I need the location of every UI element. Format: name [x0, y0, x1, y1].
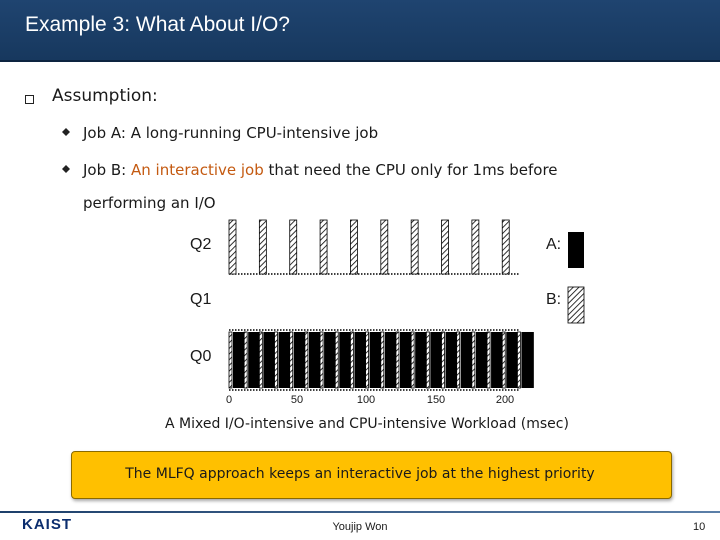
job-a-q0-slice: [491, 332, 504, 388]
job-b-q0-slice: [501, 331, 506, 389]
job-a-q0-slice: [339, 332, 352, 388]
job-b-q0-slice: [274, 331, 278, 389]
x-tick-100: 100: [356, 394, 376, 406]
job-b-q0-slice: [380, 331, 385, 389]
page-number: 10: [693, 521, 706, 533]
bullet-square-icon: [25, 95, 34, 104]
job-b-q0-slice: [334, 331, 339, 389]
job-b-name: Job B:: [83, 161, 127, 179]
slide-title: Example 3: What About I/O?: [25, 13, 290, 36]
job-a-q0-slice: [324, 332, 337, 388]
job-b-q0-slice: [258, 331, 263, 389]
job-a-name: Job A:: [83, 124, 126, 142]
job-a-q0-slice: [278, 332, 291, 388]
job-b-q2-slice: [501, 219, 510, 275]
assumption-heading: Assumption:: [52, 86, 158, 106]
legend-label-b: B:: [546, 291, 562, 308]
x-tick-50: 50: [290, 394, 304, 406]
job-a-line: Job A: A long-running CPU-intensive job: [83, 124, 378, 142]
queue-label-q0: Q0: [190, 348, 212, 365]
job-a-q0-slice: [248, 332, 261, 388]
job-b-q0-slice: [365, 331, 370, 389]
legend-swatch-b: [567, 286, 585, 324]
callout-box: [71, 451, 672, 499]
job-b-desc: that need the CPU only for 1ms before: [263, 161, 558, 179]
job-b-q2-slice: [441, 219, 449, 275]
queue-label-q1: Q1: [190, 291, 212, 308]
job-b-line: Job B: An interactive job that need the …: [83, 161, 558, 179]
job-b-q2-slice: [471, 219, 480, 275]
job-a-desc: A long-running CPU-intensive job: [125, 124, 379, 142]
footer-divider: [0, 511, 720, 513]
job-b-q2-slice: [350, 219, 358, 275]
job-b-q0-slice: [410, 331, 415, 389]
job-b-q0-slice: [456, 331, 461, 389]
job-b-q0-slice: [517, 331, 521, 389]
x-tick-0: 0: [225, 394, 233, 406]
job-a-q0-slice: [460, 332, 474, 388]
job-b-q2-slice: [258, 219, 267, 275]
job-b-q0-slice: [289, 331, 294, 389]
job-b-q0-slice: [425, 331, 430, 389]
legend-swatch-a: [568, 232, 584, 268]
job-b-q0-slice: [319, 331, 324, 389]
footer-author: Youjip Won: [332, 521, 388, 533]
job-a-q0-slice: [445, 332, 458, 388]
job-b-q2-slice: [228, 219, 237, 275]
diamond-bullet-icon: [62, 165, 70, 173]
job-a-q0-slice: [293, 332, 307, 388]
diamond-bullet-icon: [62, 128, 70, 136]
job-a-q0-slice: [308, 332, 322, 388]
x-tick-200: 200: [495, 394, 515, 406]
job-a-q0-slice: [415, 332, 428, 388]
job-b-q0-slice: [441, 331, 445, 389]
job-b-q0-slice: [304, 331, 309, 389]
job-b-q2-slice: [319, 219, 328, 275]
job-a-q0-slice: [233, 332, 246, 388]
legend-label-a: A:: [546, 236, 562, 253]
job-a-q0-slice: [475, 332, 489, 388]
job-b-highlight: An interactive job: [126, 161, 264, 179]
title-bar: Example 3: What About I/O?: [0, 0, 720, 62]
job-a-q0-slice: [521, 332, 534, 388]
chart-caption: A Mixed I/O-intensive and CPU-intensive …: [165, 416, 569, 432]
job-b-q0-slice: [228, 331, 233, 389]
kaist-logo: KAIST: [22, 516, 72, 533]
job-b-q0-slice: [471, 331, 476, 389]
job-b-q0-slice: [395, 331, 400, 389]
job-a-q0-slice: [399, 332, 413, 388]
callout-text: The MLFQ approach keeps an interactive j…: [125, 466, 595, 482]
job-b-q2-slice: [410, 219, 419, 275]
job-a-q0-slice: [430, 332, 443, 388]
job-b-q2-slice: [380, 219, 389, 275]
job-a-q0-slice: [354, 332, 367, 388]
x-tick-150: 150: [426, 394, 446, 406]
job-b-q0-slice: [350, 331, 354, 389]
job-b-q0-slice: [486, 331, 491, 389]
job-a-q0-slice: [263, 332, 276, 388]
job-a-q0-slice: [384, 332, 398, 388]
job-b-q0-slice: [243, 331, 248, 389]
job-a-q0-slice: [369, 332, 383, 388]
job-a-q0-slice: [506, 332, 519, 388]
job-b-line-continued: performing an I/O: [83, 194, 216, 212]
job-b-q2-slice: [289, 219, 298, 275]
queue-label-q2: Q2: [190, 236, 212, 253]
